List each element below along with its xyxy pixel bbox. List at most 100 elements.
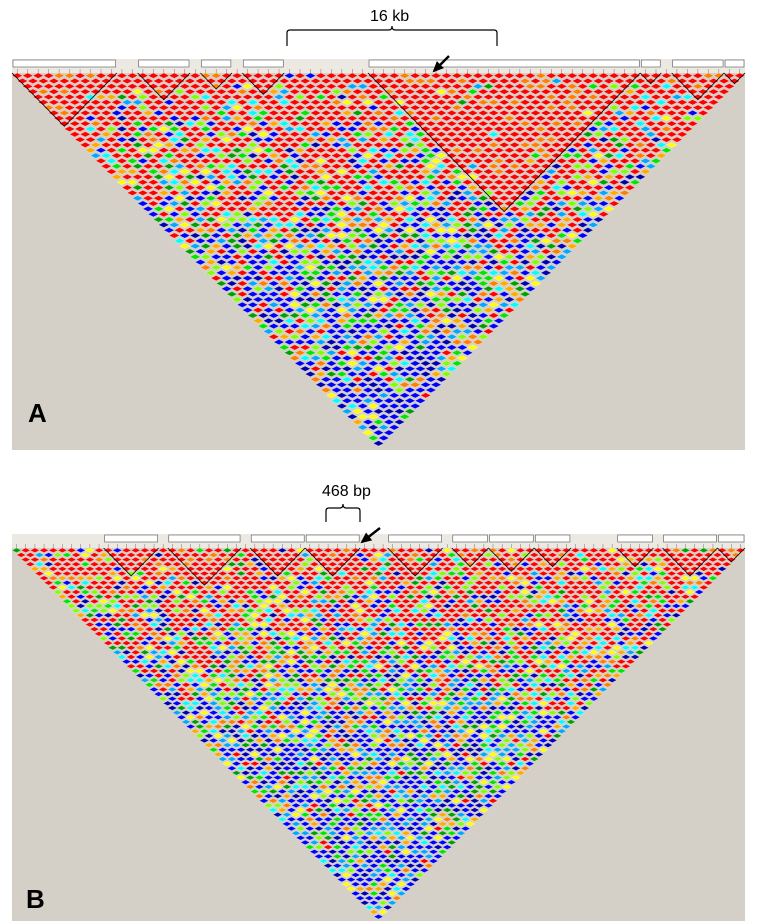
ld-cell [520, 571, 530, 576]
ld-cell [357, 317, 369, 324]
ld-cell [277, 677, 288, 683]
ld-cell [299, 78, 311, 84]
ld-cell [295, 584, 306, 590]
ld-cell [289, 152, 301, 159]
ld-cell [257, 280, 269, 287]
ld-cell [147, 136, 159, 143]
ld-cell [556, 626, 567, 632]
ld-cell [625, 640, 636, 646]
ld-cell [245, 691, 256, 697]
ld-cell [221, 232, 233, 239]
ld-cell [488, 259, 500, 265]
ld-cell [383, 376, 395, 383]
ld-cell [551, 78, 563, 84]
ld-cell [355, 663, 366, 669]
ld-cell [446, 635, 457, 641]
ld-cell [474, 626, 485, 632]
ld-cell [291, 663, 301, 669]
ld-cell [294, 94, 306, 100]
ld-cell [655, 88, 667, 95]
ld-cell [105, 104, 117, 111]
ld-cell [498, 99, 510, 106]
ld-cell [227, 626, 237, 632]
ld-cell [64, 94, 76, 100]
ld-cell [263, 589, 274, 595]
ld-cell [179, 104, 191, 111]
ld-cell [236, 248, 248, 255]
ld-cell [509, 174, 521, 180]
ld-cell [254, 673, 265, 678]
ld-cell [435, 344, 447, 351]
ld-cell [433, 584, 443, 590]
ld-cell [257, 131, 269, 138]
ld-cell [153, 78, 165, 84]
ld-cell [112, 612, 123, 618]
ld-cell [387, 622, 398, 627]
ld-cell [315, 211, 327, 218]
ld-cell [456, 120, 468, 127]
ld-cell [611, 645, 622, 651]
ld-cell [346, 691, 356, 697]
ld-cell [396, 705, 407, 711]
ld-cell [378, 659, 388, 665]
ld-cell [272, 719, 283, 725]
ld-cell [94, 631, 104, 637]
ld-cell [327, 617, 338, 623]
ld-cell [273, 158, 285, 164]
ld-cell [184, 195, 196, 202]
ld-cell [364, 571, 375, 576]
ld-cell [189, 211, 201, 218]
ld-cell [294, 168, 306, 175]
ld-cell [126, 104, 138, 111]
ld-cell [579, 686, 590, 692]
ld-cell [515, 714, 526, 720]
ld-cell [575, 608, 585, 614]
ld-cell [336, 83, 348, 90]
ld-cell [350, 649, 361, 655]
ld-cell [268, 301, 280, 308]
ld-cell [355, 700, 366, 706]
ld-cell [181, 645, 191, 651]
ld-cell [346, 104, 358, 111]
ld-cell [80, 598, 91, 604]
ld-cell [327, 589, 338, 595]
ld-cell [139, 622, 150, 627]
ld-cell [506, 612, 517, 618]
ld-cell [446, 589, 457, 595]
ld-cell [420, 286, 432, 292]
ld-cell [268, 216, 280, 223]
ld-cell [477, 206, 489, 212]
ld-cell [291, 691, 301, 697]
ld-cell [575, 645, 585, 651]
ld-cell [300, 617, 311, 623]
ld-cell [231, 168, 243, 175]
ld-cell [257, 142, 269, 148]
ld-cell [341, 131, 353, 138]
ld-cell [441, 158, 453, 164]
ld-cell [331, 301, 343, 308]
ld-cell [388, 264, 400, 271]
ld-cell [373, 700, 384, 706]
ld-cell [556, 168, 568, 175]
ld-cell [566, 589, 576, 595]
ld-cell [332, 547, 343, 553]
ld-cell [85, 104, 97, 111]
ld-cell [257, 163, 269, 170]
ld-cell [425, 291, 437, 297]
ld-cell [533, 631, 544, 637]
ld-cell [404, 397, 416, 404]
ld-cell [611, 589, 622, 595]
ld-cell [588, 594, 599, 600]
ld-cell [446, 365, 458, 372]
ld-cell [352, 365, 364, 372]
ld-cell [373, 645, 384, 651]
ld-cell [671, 584, 682, 590]
ld-cell [352, 131, 364, 138]
ld-cell [130, 659, 141, 665]
ld-cell [519, 131, 531, 138]
ld-cell [327, 552, 338, 558]
ld-cell [162, 552, 173, 558]
ld-cell [189, 222, 201, 228]
ld-cell [294, 275, 306, 281]
ld-cell [621, 580, 631, 586]
